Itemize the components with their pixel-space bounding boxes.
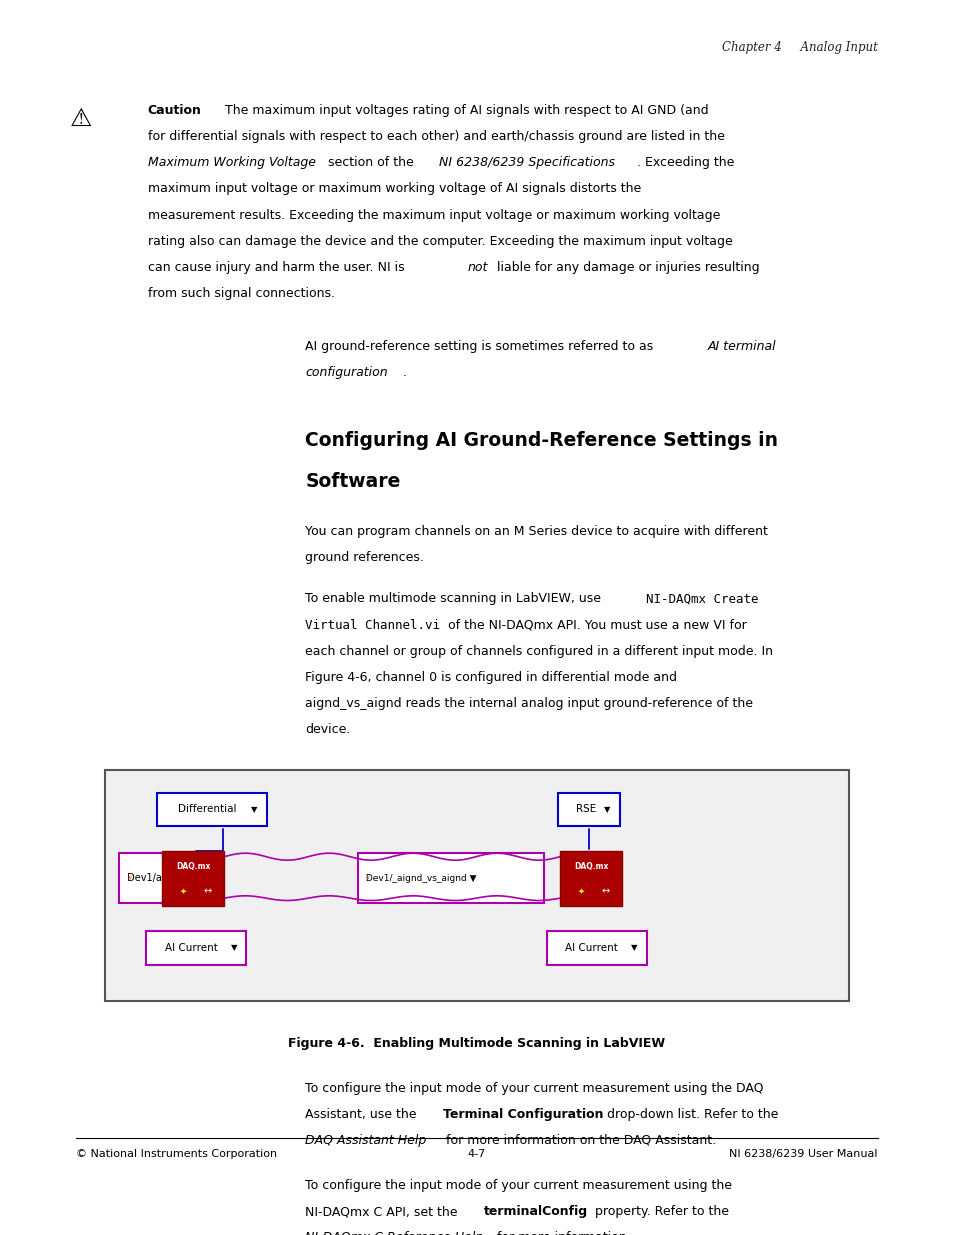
Text: ground references.: ground references.	[305, 551, 424, 564]
Text: .: .	[402, 366, 406, 379]
Text: To configure the input mode of your current measurement using the DAQ: To configure the input mode of your curr…	[305, 1082, 763, 1094]
Text: ⚡: ⚡	[126, 873, 132, 883]
Text: for differential signals with respect to each other) and earth/chassis ground ar: for differential signals with respect to…	[148, 131, 724, 143]
Text: ↔: ↔	[203, 885, 212, 895]
Text: terminalConfig: terminalConfig	[483, 1205, 587, 1218]
Text: for more information on the DAQ Assistant.: for more information on the DAQ Assistan…	[441, 1134, 715, 1147]
Text: property. Refer to the: property. Refer to the	[591, 1205, 729, 1218]
Text: 4-7: 4-7	[467, 1150, 486, 1160]
FancyBboxPatch shape	[559, 851, 621, 906]
Text: aignd_vs_aignd reads the internal analog input ground-reference of the: aignd_vs_aignd reads the internal analog…	[305, 697, 753, 710]
Text: NI 6238/6239 Specifications: NI 6238/6239 Specifications	[438, 157, 614, 169]
Text: . Exceeding the: . Exceeding the	[637, 157, 734, 169]
Text: To configure the input mode of your current measurement using the: To configure the input mode of your curr…	[305, 1179, 732, 1192]
Text: Differential: Differential	[177, 804, 235, 814]
Text: DAQ Assistant Help: DAQ Assistant Help	[305, 1134, 426, 1147]
Text: from such signal connections.: from such signal connections.	[148, 287, 335, 300]
FancyBboxPatch shape	[546, 931, 646, 965]
Text: DAQ.mx: DAQ.mx	[573, 862, 608, 871]
FancyBboxPatch shape	[146, 931, 246, 965]
FancyBboxPatch shape	[162, 851, 224, 906]
Text: Configuring AI Ground-Reference Settings in: Configuring AI Ground-Reference Settings…	[305, 431, 778, 451]
Text: You can program channels on an M Series device to acquire with different: You can program channels on an M Series …	[305, 525, 767, 538]
FancyBboxPatch shape	[119, 853, 219, 903]
Text: ✦: ✦	[180, 887, 187, 895]
Text: NI 6238/6239 User Manual: NI 6238/6239 User Manual	[728, 1150, 877, 1160]
Text: Maximum Working Voltage: Maximum Working Voltage	[148, 157, 315, 169]
Text: Dev1/ai0 ▼: Dev1/ai0 ▼	[124, 873, 181, 883]
FancyBboxPatch shape	[558, 793, 619, 826]
Text: each channel or group of channels configured in a different input mode. In: each channel or group of channels config…	[305, 645, 773, 657]
FancyBboxPatch shape	[157, 793, 267, 826]
Text: NI-DAQmx C API, set the: NI-DAQmx C API, set the	[305, 1205, 461, 1218]
Text: Software: Software	[305, 472, 400, 490]
Text: ✦: ✦	[578, 887, 584, 895]
Text: Figure 4-6.  Enabling Multimode Scanning in LabVIEW: Figure 4-6. Enabling Multimode Scanning …	[288, 1037, 665, 1050]
Text: NI-DAQmx Create: NI-DAQmx Create	[645, 593, 758, 605]
Text: Figure 4-6, channel 0 is configured in differential mode and: Figure 4-6, channel 0 is configured in d…	[305, 671, 677, 684]
Text: ▼: ▼	[631, 944, 637, 952]
Text: measurement results. Exceeding the maximum input voltage or maximum working volt: measurement results. Exceeding the maxim…	[148, 209, 720, 221]
Text: of the NI-DAQmx API. You must use a new VI for: of the NI-DAQmx API. You must use a new …	[443, 619, 745, 631]
Text: Assistant, use the: Assistant, use the	[305, 1108, 420, 1121]
Text: ↔: ↔	[600, 885, 609, 895]
Text: Dev1/_aignd_vs_aignd ▼: Dev1/_aignd_vs_aignd ▼	[362, 873, 476, 883]
Text: section of the: section of the	[324, 157, 417, 169]
Text: drop-down list. Refer to the: drop-down list. Refer to the	[602, 1108, 778, 1121]
Text: DAQ.mx: DAQ.mx	[175, 862, 211, 871]
Text: ▼: ▼	[252, 805, 257, 814]
Text: maximum input voltage or maximum working voltage of AI signals distorts the: maximum input voltage or maximum working…	[148, 183, 640, 195]
FancyBboxPatch shape	[105, 771, 848, 1002]
Text: AI Current: AI Current	[165, 944, 217, 953]
Text: Terminal Configuration: Terminal Configuration	[442, 1108, 602, 1121]
Text: ⚠: ⚠	[70, 106, 92, 131]
Text: AI Current: AI Current	[565, 944, 618, 953]
Text: ▼: ▼	[231, 944, 236, 952]
Text: rating also can damage the device and the computer. Exceeding the maximum input : rating also can damage the device and th…	[148, 235, 732, 247]
Text: configuration: configuration	[305, 366, 388, 379]
Text: ⚡: ⚡	[364, 873, 370, 883]
Text: liable for any damage or injuries resulting: liable for any damage or injuries result…	[493, 261, 759, 274]
Text: Chapter 4     Analog Input: Chapter 4 Analog Input	[721, 42, 877, 54]
Text: RSE: RSE	[576, 804, 596, 814]
Text: can cause injury and harm the user. NI is: can cause injury and harm the user. NI i…	[148, 261, 408, 274]
Text: device.: device.	[305, 722, 351, 736]
Text: Caution: Caution	[148, 104, 201, 117]
Text: AI ground-reference setting is sometimes referred to as: AI ground-reference setting is sometimes…	[305, 340, 657, 353]
Text: To enable multimode scanning in LabVIEW, use: To enable multimode scanning in LabVIEW,…	[305, 593, 604, 605]
Text: for more information.: for more information.	[493, 1231, 630, 1235]
Text: NI-DAQmx C Reference Help: NI-DAQmx C Reference Help	[305, 1231, 483, 1235]
Text: AI terminal: AI terminal	[707, 340, 776, 353]
FancyBboxPatch shape	[357, 853, 543, 903]
Text: © National Instruments Corporation: © National Instruments Corporation	[76, 1150, 277, 1160]
Text: ▼: ▼	[604, 805, 610, 814]
Text: Virtual Channel.vi: Virtual Channel.vi	[305, 619, 440, 631]
Text: The maximum input voltages rating of AI signals with respect to AI GND (and: The maximum input voltages rating of AI …	[216, 104, 707, 117]
Text: not: not	[467, 261, 487, 274]
